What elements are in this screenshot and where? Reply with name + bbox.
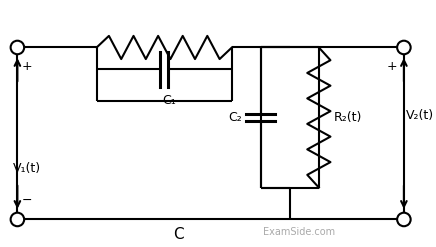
- Text: C₁: C₁: [162, 94, 176, 107]
- Text: R₂(t): R₂(t): [334, 111, 362, 124]
- Circle shape: [10, 41, 24, 54]
- Text: ExamSide.com: ExamSide.com: [263, 227, 336, 237]
- Circle shape: [10, 213, 24, 226]
- Text: −: −: [22, 194, 32, 207]
- Text: +: +: [387, 60, 398, 73]
- Circle shape: [397, 213, 411, 226]
- Circle shape: [397, 41, 411, 54]
- Text: C₂: C₂: [228, 111, 242, 124]
- Text: V₂(t): V₂(t): [406, 109, 434, 122]
- Text: C: C: [174, 227, 184, 242]
- Text: +: +: [22, 60, 32, 73]
- Text: V₁(t): V₁(t): [13, 162, 41, 175]
